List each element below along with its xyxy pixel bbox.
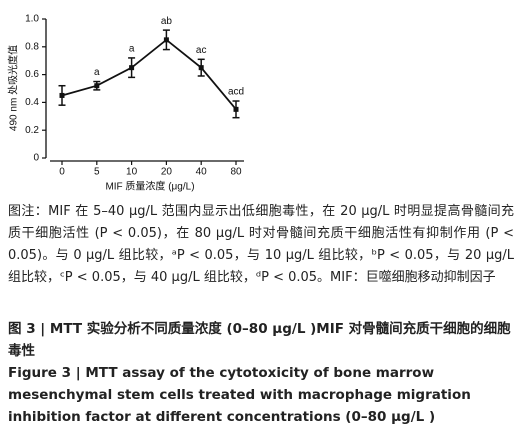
significance-label: ab: [161, 16, 173, 27]
y-tick-label: 0: [33, 153, 39, 164]
point: [198, 65, 204, 71]
y-tick-label: 0.2: [25, 125, 39, 136]
data-line: [61, 38, 237, 110]
point: [129, 65, 135, 71]
x-tick-label: 20: [161, 167, 173, 178]
caption-zh: 图 3 | MTT 实验分析不同质量浓度 (0–80 μg/L )MIF 对骨髓…: [8, 321, 511, 359]
x-tick-label: 10: [126, 167, 138, 178]
y-tick-label: 0.4: [25, 97, 39, 108]
point: [233, 106, 239, 112]
caption-en: Figure 3 | MTT assay of the cytotoxicity…: [8, 365, 471, 425]
significance-label: a: [94, 67, 100, 78]
y-axis-label: 490 nm 处吸光度值: [7, 45, 20, 131]
significance-label: a: [129, 44, 135, 55]
y-tick-label: 1.0: [25, 14, 39, 25]
point: [94, 83, 100, 89]
x-tick-label: 5: [94, 167, 100, 178]
point: [59, 92, 65, 98]
figure-note: 图注：MIF 在 5–40 μg/L 范围内显示出低细胞毒性，在 20 μg/L…: [8, 204, 514, 285]
x-tick-label: 0: [59, 167, 65, 178]
chart: 490 nm 处吸光度值 MIF 质量浓度 (μg/L) 0 0.2 0.4 0.6 0…: [7, 14, 244, 193]
x-tick-label: 40: [196, 167, 208, 178]
x-tick-label: 80: [230, 167, 242, 178]
significance-label: acd: [228, 87, 244, 98]
point: [163, 37, 169, 43]
y-tick-label: 0.6: [25, 69, 39, 80]
y-tick-label: 0.8: [25, 41, 39, 52]
x-axis-label: MIF 质量浓度 (μg/L): [105, 180, 194, 193]
significance-label: ac: [196, 45, 207, 56]
